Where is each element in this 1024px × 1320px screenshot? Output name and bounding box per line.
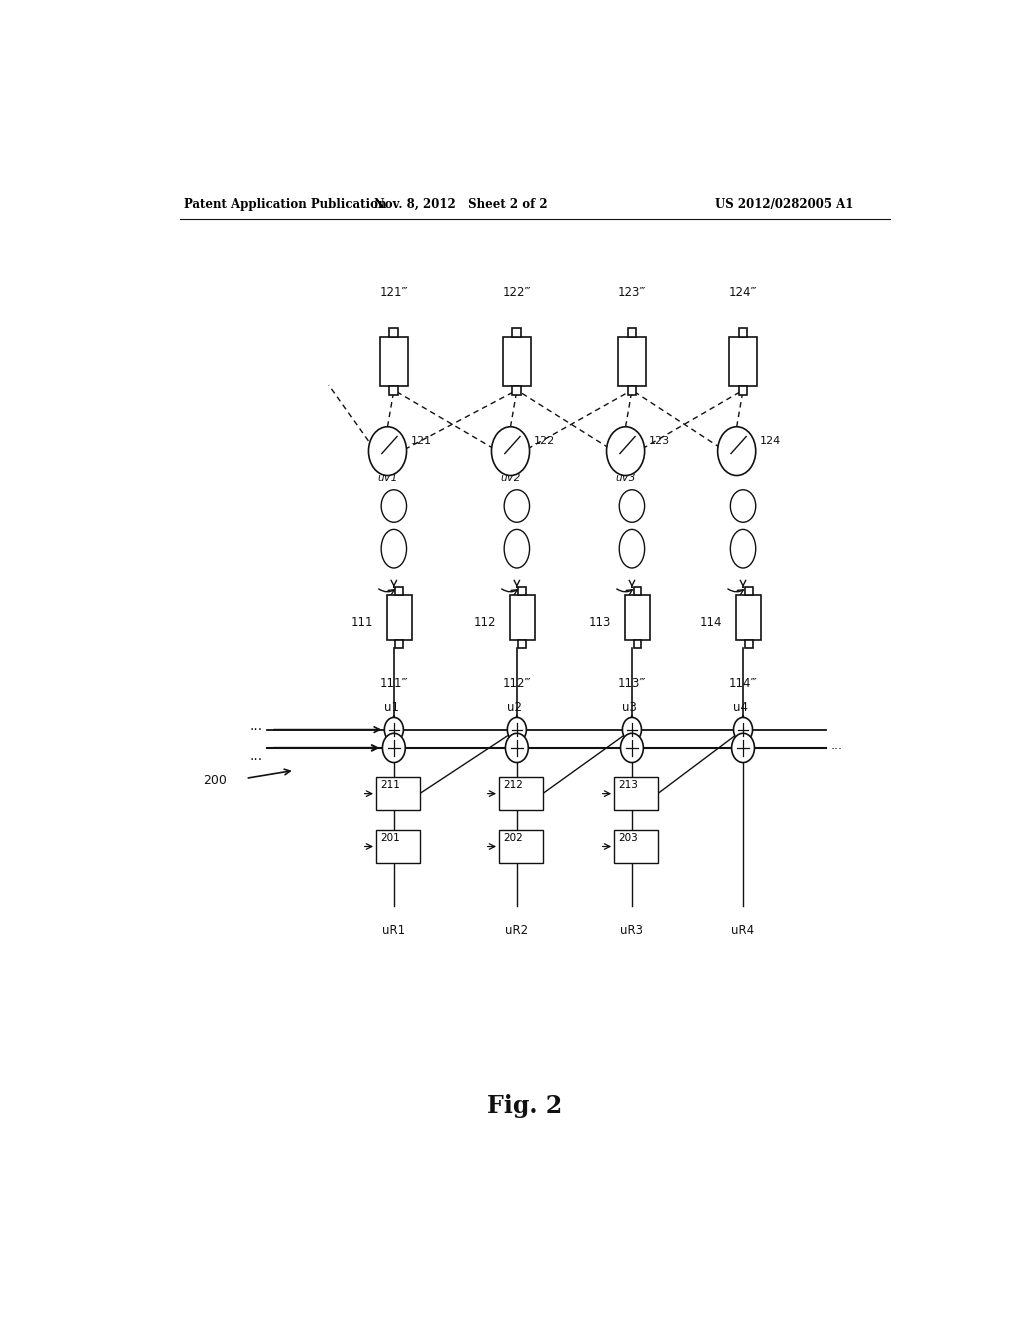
Text: 111‴: 111‴ [380,677,409,690]
Circle shape [620,490,645,523]
Text: u2: u2 [507,701,522,714]
Text: Fig. 2: Fig. 2 [487,1094,562,1118]
Text: ...: ... [250,718,263,733]
Bar [744,640,753,648]
Text: uV1: uV1 [377,473,397,483]
Circle shape [731,734,755,763]
Text: 113: 113 [588,616,610,630]
Text: Nov. 8, 2012   Sheet 2 of 2: Nov. 8, 2012 Sheet 2 of 2 [375,198,548,211]
Circle shape [504,490,529,523]
Text: 201: 201 [380,833,399,842]
Text: 124‴: 124‴ [729,285,758,298]
Bar [387,595,412,640]
Ellipse shape [381,529,407,568]
Text: u4: u4 [733,701,749,714]
Text: uV3: uV3 [615,473,636,483]
Bar [628,329,636,338]
Bar [744,587,753,595]
Bar [499,777,543,810]
Bar [738,329,748,338]
Bar [628,385,636,395]
Bar [389,385,398,395]
Circle shape [507,718,526,742]
Text: 212: 212 [503,780,523,789]
Bar [738,385,748,395]
Bar [389,329,398,338]
Text: 122‴: 122‴ [503,285,531,298]
Bar [395,587,403,595]
Text: 123‴: 123‴ [617,285,646,298]
Circle shape [730,490,756,523]
Text: 121: 121 [411,436,432,446]
Bar [512,329,521,338]
Text: ...: ... [830,739,843,752]
Bar [634,587,641,595]
Text: uR4: uR4 [731,924,755,937]
Circle shape [733,718,753,742]
Circle shape [623,718,641,742]
Text: 111: 111 [350,616,373,630]
Bar [634,640,641,648]
Text: 113‴: 113‴ [617,677,646,690]
Text: uR3: uR3 [621,924,643,937]
Text: 124: 124 [760,436,781,446]
Bar [376,777,420,810]
Circle shape [382,734,406,763]
Text: 122: 122 [534,436,555,446]
Text: US 2012/0282005 A1: US 2012/0282005 A1 [715,198,854,211]
Bar [518,640,526,648]
Text: Patent Application Publication: Patent Application Publication [183,198,386,211]
Ellipse shape [504,529,529,568]
Text: 213: 213 [618,780,638,789]
Circle shape [492,426,529,475]
Text: 112: 112 [473,616,496,630]
Bar [618,338,646,385]
Text: 114: 114 [699,616,722,630]
Text: ...: ... [250,748,263,763]
Bar [380,338,408,385]
Bar [729,338,757,385]
Text: u3: u3 [623,701,637,714]
Bar [512,385,521,395]
Bar [736,595,761,640]
Ellipse shape [730,529,756,568]
Text: uR2: uR2 [505,924,528,937]
Text: uV2: uV2 [501,473,520,483]
Text: 203: 203 [618,833,638,842]
Bar [518,587,526,595]
Text: uR1: uR1 [382,924,406,937]
Bar [499,830,543,863]
Circle shape [718,426,756,475]
Ellipse shape [620,529,645,568]
Bar [395,640,403,648]
Bar [625,595,650,640]
Text: 200: 200 [204,774,227,787]
Text: 114‴: 114‴ [729,677,758,690]
Circle shape [606,426,645,475]
Bar [376,830,420,863]
Text: 121‴: 121‴ [380,285,409,298]
Bar [510,595,536,640]
Circle shape [369,426,407,475]
Text: 112‴: 112‴ [503,677,531,690]
Text: 211: 211 [380,780,399,789]
Bar [614,777,657,810]
Text: 123: 123 [648,436,670,446]
Bar [503,338,530,385]
Text: 202: 202 [503,833,522,842]
Circle shape [381,490,407,523]
Circle shape [384,718,403,742]
Bar [614,830,657,863]
Circle shape [506,734,528,763]
Circle shape [621,734,643,763]
Text: u1: u1 [384,701,399,714]
